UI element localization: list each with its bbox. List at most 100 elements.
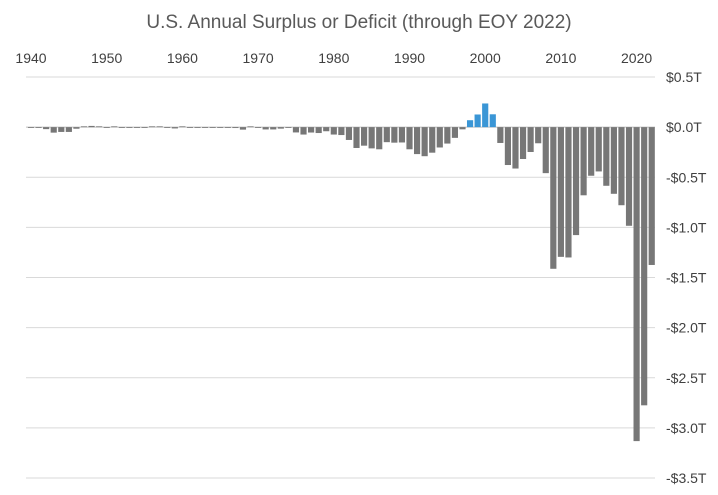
bar-1945	[65, 127, 72, 132]
bar-1998	[466, 120, 474, 128]
bar-1941	[35, 127, 42, 128]
y-axis-ticks: $0.5T $0.0T -$0.5T -$1.0T -$1.5T -$2.0T -$2.5T…	[666, 69, 707, 486]
bar-1949	[96, 126, 103, 128]
bar-1999	[474, 114, 481, 128]
bar-1979	[323, 127, 330, 132]
bar-1972	[270, 127, 277, 130]
gridlines	[26, 76, 655, 479]
bar-2002	[497, 127, 504, 143]
bar-1956	[149, 126, 156, 128]
bar-1958	[164, 127, 171, 128]
y-tick-label: -$2.0T	[666, 320, 707, 336]
bar-1948	[88, 125, 95, 128]
bar-1952	[118, 127, 125, 128]
bar-1966	[224, 127, 231, 128]
bar-1984	[361, 127, 368, 146]
bar-1976	[300, 127, 307, 135]
bar-2005	[519, 127, 527, 160]
bar-1991	[413, 127, 421, 155]
bar-1943	[50, 127, 57, 133]
bar-2017	[610, 127, 617, 194]
x-tick-label: 1950	[91, 50, 122, 66]
bar-1940	[27, 127, 35, 128]
bar-1989	[398, 127, 406, 143]
bar-1992	[421, 127, 428, 157]
bar-2014	[588, 127, 595, 176]
bar-1994	[436, 127, 443, 148]
bar-1971	[262, 127, 269, 130]
bar-2000	[482, 103, 489, 128]
y-tick-label: -$3.5T	[666, 470, 707, 486]
y-tick-label: -$0.5T	[666, 169, 707, 185]
bar-1944	[58, 127, 65, 132]
bar-2004	[512, 127, 519, 169]
bar-2021	[641, 127, 648, 406]
x-tick-label: 1970	[243, 50, 274, 66]
bar-1955	[141, 127, 148, 128]
bar-1961	[186, 127, 194, 128]
bar-1986	[376, 127, 383, 150]
x-axis-ticks: 1940 1950 1960 1970 1980 1990 2000 2010 2020	[15, 50, 652, 66]
bar-1950	[103, 127, 110, 128]
bar-1990	[406, 127, 413, 150]
bar-2001	[489, 114, 496, 128]
x-tick-label: 2010	[545, 50, 576, 66]
bar-1974	[285, 127, 292, 128]
bar-2022	[648, 127, 655, 265]
bar-1980	[330, 127, 337, 135]
bar-2018	[618, 127, 625, 206]
bar-1975	[292, 127, 300, 133]
x-tick-label: 1990	[394, 50, 425, 66]
bar-1983	[353, 127, 360, 148]
bar-1987	[383, 127, 390, 143]
bar-1970	[255, 127, 262, 128]
bar-1946	[73, 127, 80, 129]
y-tick-label: $0.0T	[666, 119, 702, 135]
x-tick-label: 2000	[470, 50, 501, 66]
bar-1963	[202, 127, 209, 128]
bar-2015	[595, 127, 602, 172]
bar-2009	[550, 127, 557, 269]
bar-2006	[527, 127, 534, 152]
bar-1942	[43, 127, 50, 130]
x-tick-label: 1940	[15, 50, 46, 66]
bar-2016	[603, 127, 610, 186]
x-tick-label: 2020	[621, 50, 652, 66]
y-tick-label: -$1.0T	[666, 219, 707, 235]
chart-title: U.S. Annual Surplus or Deficit (through …	[146, 12, 571, 33]
bar-1962	[194, 127, 201, 128]
bar-2019	[625, 127, 633, 226]
bar-1968	[239, 127, 247, 130]
y-tick-label: -$2.5T	[666, 370, 707, 386]
bar-1959	[171, 127, 178, 129]
bar-2012	[572, 127, 580, 236]
bar-1977	[308, 127, 315, 133]
bar-1964	[209, 127, 216, 128]
y-tick-label: -$1.5T	[666, 270, 707, 286]
y-tick-label: -$3.0T	[666, 420, 707, 436]
bar-1982	[345, 127, 353, 140]
bar-1947	[80, 126, 88, 128]
bar-1978	[315, 127, 322, 134]
bar-1997	[459, 127, 466, 130]
x-tick-label: 1960	[167, 50, 198, 66]
bar-1960	[179, 126, 186, 128]
x-tick-label: 1980	[318, 50, 349, 66]
bar-2013	[580, 127, 587, 196]
bar-1967	[232, 127, 239, 129]
bar-2003	[504, 127, 511, 166]
bar-1993	[429, 127, 436, 153]
bar-2007	[535, 127, 542, 144]
y-tick-label: $0.5T	[666, 69, 702, 85]
bar-1965	[217, 127, 224, 128]
bar-1996	[451, 127, 459, 138]
bar-2010	[557, 127, 564, 257]
bar-1995	[444, 127, 451, 144]
bars	[27, 103, 655, 442]
bar-1953	[126, 127, 133, 128]
bar-1957	[156, 126, 163, 128]
bar-1954	[133, 127, 141, 128]
bar-1973	[277, 127, 284, 129]
bar-1969	[247, 126, 254, 128]
